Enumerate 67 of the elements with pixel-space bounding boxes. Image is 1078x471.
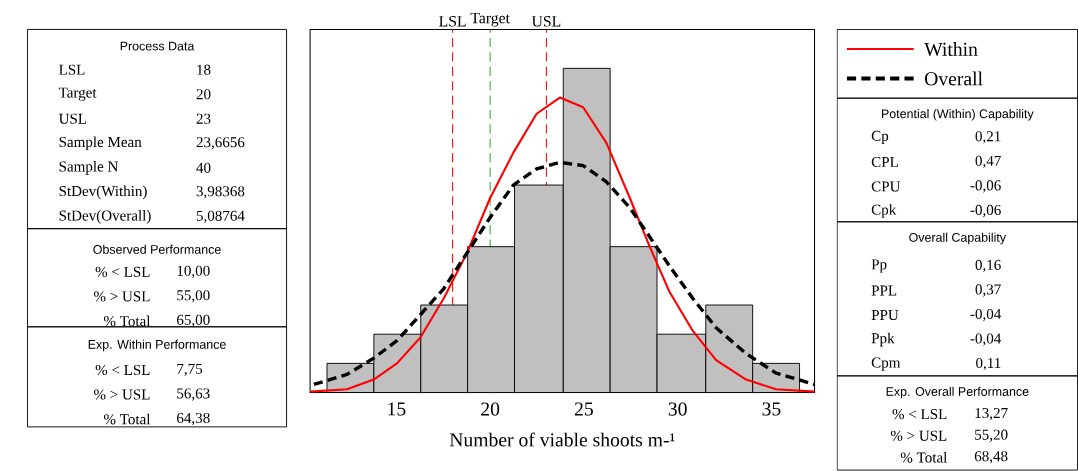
ref-line-label: LSL [439,15,466,27]
text: % < LSL [892,409,947,420]
text: Sample N [59,160,119,175]
text: 7,75 [177,363,203,377]
text: Process Data [120,41,195,51]
ref-line-label: Target [470,12,510,27]
text: 0,21 [975,131,1001,144]
text: 0,37 [975,284,1001,297]
x-tick-label: 25 [574,402,593,416]
x-axis-title: Number of viable shoots m-¹ [449,432,675,447]
text: CPL [871,156,898,167]
text: 64,38 [177,412,210,426]
legend-label: Within [924,42,978,56]
text: Exp. Overall Performance [886,386,1029,399]
text: -0,06 [970,180,1001,193]
text: % > USL [93,291,150,302]
text: % < LSL [95,266,150,277]
text: Cpk [871,204,897,218]
x-tick-label: 20 [481,402,500,416]
x-tick-label: 15 [388,402,406,416]
text: 0,11 [976,357,1001,371]
text: % Total [900,451,948,463]
text: Cpm [871,357,901,371]
text: PPL [871,285,897,296]
text: 0,16 [975,259,1001,273]
text: Target [58,87,97,101]
text: 56,63 [177,388,210,401]
text: 23,6656 [196,137,245,150]
text: -0,06 [970,204,1001,218]
text: 13,27 [975,407,1008,421]
text: % > USL [890,430,947,441]
text: Exp. Within Performance [88,339,226,352]
x-tick-label: 35 [762,402,781,416]
text: 40 [196,162,211,173]
text: 18 [197,64,211,75]
text: StDev(Within) [59,185,147,200]
text: % Total [103,315,151,327]
text: Overall Capability [909,232,1006,245]
text: PPU [871,309,899,320]
x-tick-label: 30 [668,402,687,416]
text: 55,00 [177,290,210,303]
text: 0,47 [975,155,1001,169]
text: CPU [871,181,901,192]
text: 23 [196,113,211,124]
text: % Total [103,413,151,425]
text: Sample Mean [59,136,142,151]
legend-label: Overall [924,71,983,86]
text: -0,04 [970,308,1002,322]
text: 68,48 [974,451,1008,464]
text: Observed Performance [93,244,221,254]
text: % < LSL [95,364,150,376]
text: Cp [871,130,889,144]
text: 10,00 [177,265,210,278]
text: Ppk [871,332,895,347]
text: Potential (Within) Capability [882,109,1034,121]
text: LSL [59,64,85,75]
text: % > USL [93,389,150,400]
ref-line-label: USL [531,15,561,27]
text: Pp [871,259,887,273]
text: 3,98368 [196,186,245,199]
text: 20 [196,89,211,100]
text: 55,20 [975,429,1008,442]
text: 65,00 [177,314,210,328]
text: USL [58,113,87,124]
text: -0,04 [970,333,1002,346]
text: StDev(Overall) [59,210,151,224]
text: 5,08764 [196,210,245,224]
